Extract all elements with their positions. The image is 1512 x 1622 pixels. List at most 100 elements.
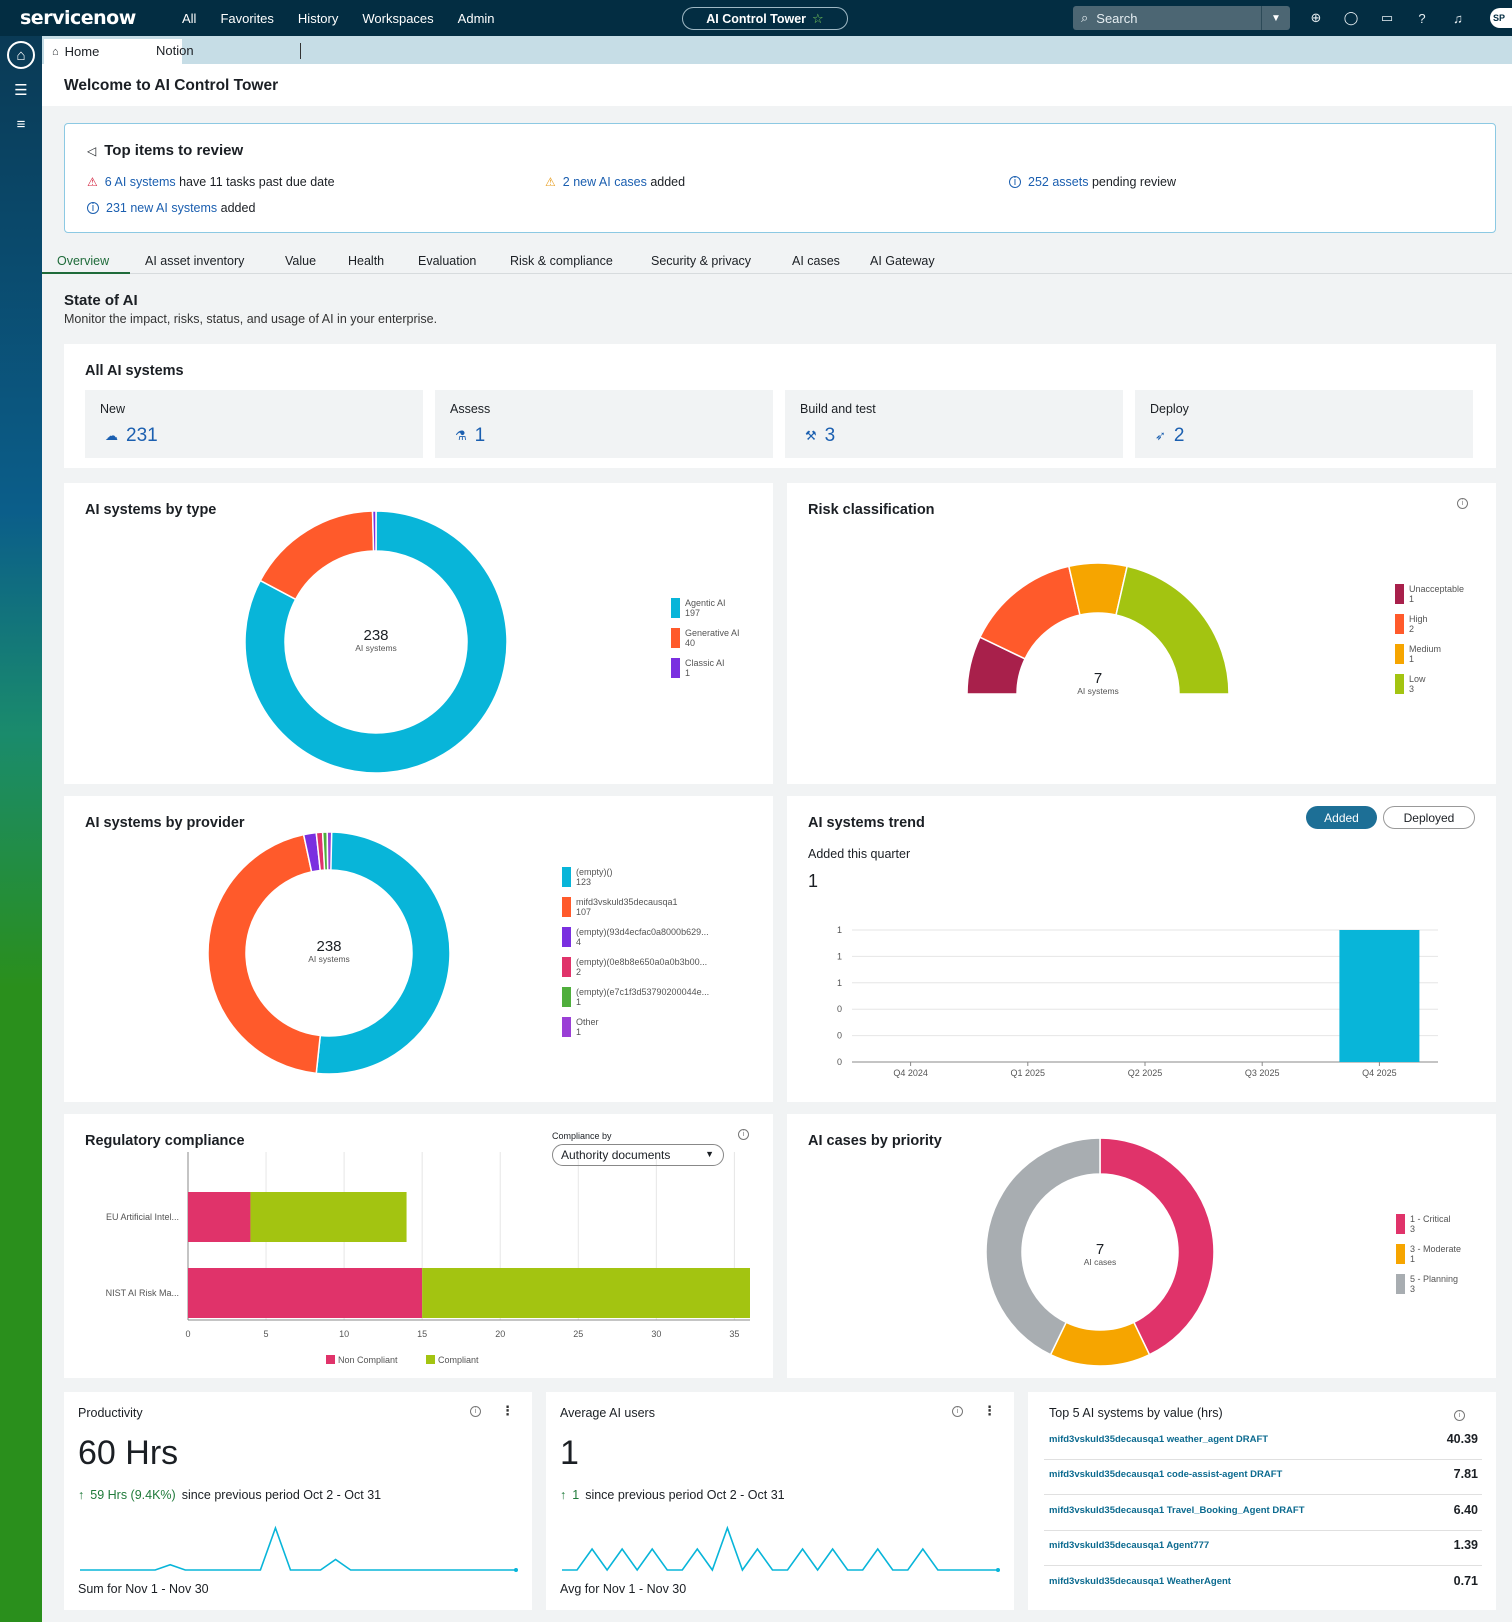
tab-risk-compliance[interactable]: Risk & compliance (510, 254, 613, 268)
info-icon[interactable]: i (470, 1406, 481, 1417)
stage-count[interactable]: 2 (1173, 425, 1185, 446)
tab-home[interactable]: ⌂ Home (44, 39, 182, 64)
more-menu-icon[interactable]: ⋮ (501, 1403, 514, 1418)
search-input[interactable]: ⌕ Search (1073, 6, 1261, 30)
new-cases-link[interactable]: 2 new AI cases (562, 175, 647, 189)
system-value: 7.81 (1453, 1467, 1478, 1481)
list-icon[interactable]: ☰ (14, 82, 28, 99)
y-tick-label: 0 (837, 1057, 842, 1067)
table-row[interactable]: mifd3vskuld35decausqa1 Travel_Booking_Ag… (1044, 1496, 1482, 1531)
stage-deploy[interactable]: Deploy ➶ 2 (1135, 390, 1473, 458)
past-due-link[interactable]: 6 AI systems (104, 175, 176, 189)
x-tick-label: 30 (651, 1329, 661, 1339)
center-label: AI cases (1084, 1257, 1117, 1267)
legend-label: Generative AI (685, 628, 740, 638)
system-name[interactable]: mifd3vskuld35decausqa1 Travel_Booking_Ag… (1049, 1505, 1305, 1516)
tab-evaluation[interactable]: Evaluation (418, 254, 477, 268)
y-tick-label: NIST AI Risk Ma... (106, 1288, 179, 1298)
more-menu-icon[interactable]: ⋮ (983, 1403, 996, 1418)
tab-security-privacy[interactable]: Security & privacy (651, 254, 752, 268)
compliance-by-select[interactable]: Authority documents ▼ (552, 1144, 724, 1166)
stage-label: Assess (450, 402, 491, 416)
tab-notion[interactable]: Notion (156, 43, 194, 58)
avatar[interactable]: SP (1490, 8, 1512, 28)
slice-other (326, 831, 333, 871)
tab-overview[interactable]: Overview (57, 254, 110, 268)
app-title: AI Control Tower (706, 11, 807, 26)
system-name[interactable]: mifd3vskuld35decausqa1 Agent777 (1049, 1540, 1210, 1551)
alert-icon: ⚠ (87, 175, 98, 189)
legend-label: Classic AI (685, 658, 725, 668)
tab-ai-gateway[interactable]: AI Gateway (870, 254, 935, 268)
section-title: State of AI (64, 292, 138, 309)
filter-sliders-icon[interactable]: ≡ (16, 115, 26, 133)
stage-build-test[interactable]: Build and test ⚒ 3 (785, 390, 1123, 458)
x-tick-label: 0 (185, 1329, 190, 1339)
by-provider-card: AI systems by provider 238 AI systems (emp… (64, 796, 773, 1102)
legend-label: (empty)(e7c1f3d53790200044e... (576, 987, 709, 997)
nav-workspaces[interactable]: Workspaces (362, 10, 434, 26)
info-icon[interactable]: i (1454, 1410, 1465, 1421)
globe-icon[interactable]: ⊕ (1310, 10, 1322, 25)
legend-label: 5 - Planning (1410, 1274, 1458, 1284)
table-row[interactable]: mifd3vskuld35decausqa1 weather_agent DRA… (1044, 1425, 1482, 1460)
legend-label: 3 - Moderate (1410, 1244, 1461, 1254)
system-value: 40.39 (1446, 1432, 1478, 1446)
system-name[interactable]: mifd3vskuld35decausqa1 WeatherAgent (1049, 1576, 1231, 1587)
new-systems-link[interactable]: 231 new AI systems (106, 201, 218, 215)
legend-value: 107 (576, 907, 591, 917)
brand-logo[interactable]: servicenow (20, 7, 136, 29)
tab-ai-asset-inventory[interactable]: AI asset inventory (145, 254, 245, 268)
table-row[interactable]: mifd3vskuld35decausqa1 WeatherAgent 0.71 (1044, 1567, 1482, 1602)
card-title: AI systems by provider (85, 815, 245, 831)
assets-link[interactable]: 252 assets (1028, 175, 1089, 189)
bar-compliant (422, 1268, 750, 1318)
nav-all[interactable]: All (182, 10, 197, 26)
system-name[interactable]: mifd3vskuld35decausqa1 weather_agent DRA… (1049, 1434, 1269, 1445)
info-icon[interactable]: i (952, 1406, 963, 1417)
info-icon[interactable]: i (738, 1129, 749, 1140)
search-scope-dropdown[interactable]: ▼ (1261, 6, 1290, 30)
stage-count[interactable]: 231 (126, 425, 158, 446)
home-icon[interactable]: ⌂ (7, 41, 35, 69)
help-icon[interactable]: ? (1418, 10, 1426, 26)
info-icon[interactable]: i (1457, 498, 1468, 509)
bar-non-compliant (188, 1192, 251, 1242)
flask-icon: ⚗ (455, 428, 467, 443)
inbox-icon[interactable]: ▭ (1380, 10, 1394, 25)
stage-count[interactable]: 1 (474, 425, 486, 446)
stage-new[interactable]: New ☁ 231 (85, 390, 423, 458)
stage-assess[interactable]: Assess ⚗ 1 (435, 390, 773, 458)
app-title-pill[interactable]: AI Control Tower ☆ (682, 7, 848, 30)
info-icon: i (1009, 176, 1021, 188)
legend-swatch (1395, 584, 1404, 604)
table-row[interactable]: mifd3vskuld35decausqa1 Agent777 1.39 (1044, 1531, 1482, 1566)
spark-line (562, 1525, 998, 1572)
table-row[interactable]: mifd3vskuld35decausqa1 code-assist-agent… (1044, 1460, 1482, 1495)
megaphone-icon: ◁ (87, 143, 97, 158)
center-value: 238 (363, 627, 388, 644)
delta-period: since previous period Oct 2 - Oct 31 (181, 1488, 382, 1502)
bell-icon[interactable]: ♫ (1453, 10, 1463, 26)
stage-count[interactable]: 3 (824, 425, 836, 446)
chat-icon[interactable]: ◯ (1343, 10, 1359, 25)
nav-admin[interactable]: Admin (457, 10, 495, 26)
system-value: 0.71 (1453, 1574, 1478, 1588)
cloud-icon: ☁ (105, 428, 118, 443)
nav-favorites[interactable]: Favorites (220, 10, 274, 26)
tab-value[interactable]: Value (285, 254, 317, 268)
star-icon[interactable]: ☆ (812, 10, 824, 26)
tab-health[interactable]: Health (348, 254, 385, 268)
assets-text: pending review (1088, 175, 1177, 189)
review-title-text: Top items to review (104, 142, 244, 159)
tab-ai-cases[interactable]: AI cases (792, 254, 840, 268)
deployed-toggle-button[interactable]: Deployed (1383, 806, 1475, 829)
legend-label: High (1409, 614, 1428, 624)
y-tick-label: 1 (837, 978, 842, 988)
delta-value: 59 Hrs (9.4K%) (90, 1488, 176, 1502)
x-tick-label: 20 (495, 1329, 505, 1339)
stage-value: ➶ 2 (1155, 425, 1184, 447)
system-name[interactable]: mifd3vskuld35decausqa1 code-assist-agent… (1049, 1469, 1283, 1480)
added-toggle-button[interactable]: Added (1306, 806, 1377, 829)
nav-history[interactable]: History (297, 10, 339, 26)
